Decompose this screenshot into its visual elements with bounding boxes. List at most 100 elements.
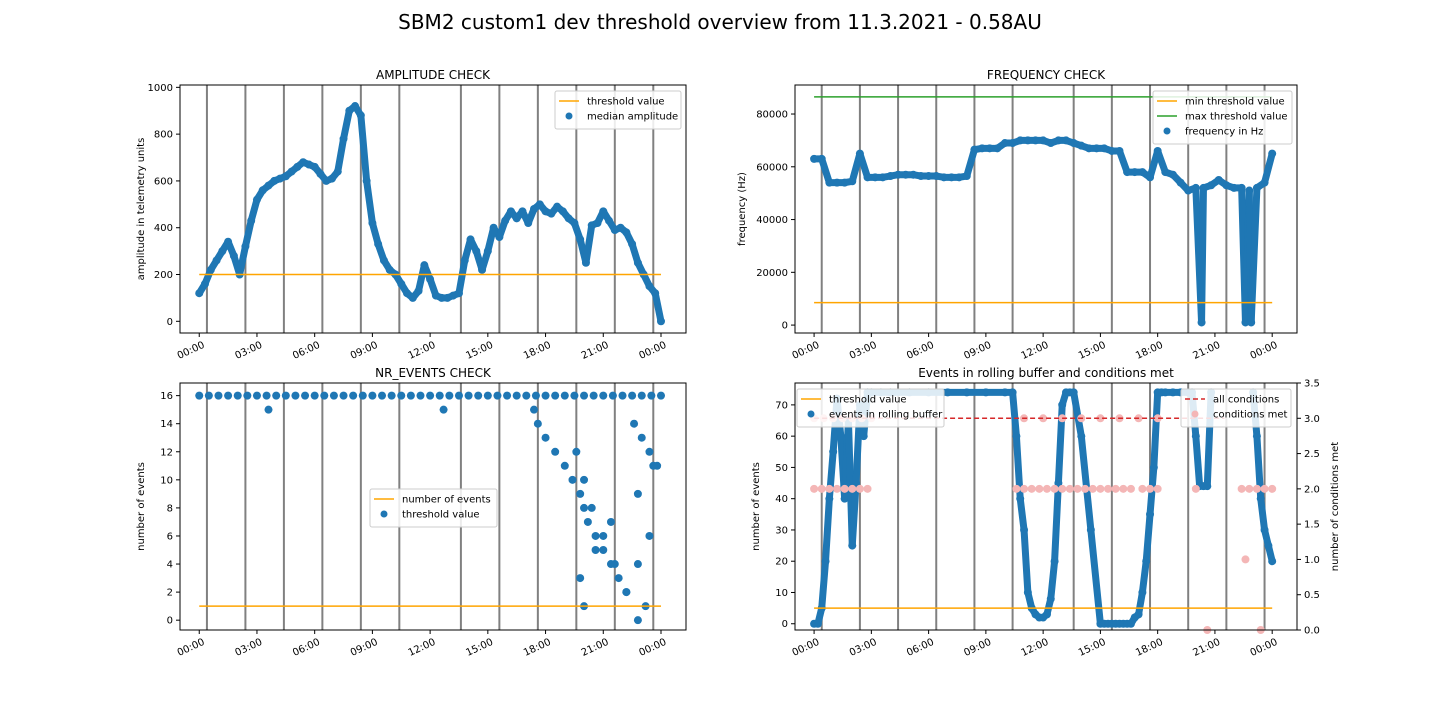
data-point bbox=[628, 391, 637, 400]
y-tick-label: 0 bbox=[167, 317, 173, 328]
data-point bbox=[291, 391, 300, 400]
chart-panel-4: Events in rolling buffer and conditions … bbox=[751, 366, 1341, 659]
conditions-point bbox=[1153, 414, 1162, 423]
data-point bbox=[224, 391, 233, 400]
y-tick-label: 0 bbox=[782, 321, 788, 332]
conditions-point bbox=[848, 484, 857, 493]
y-right-tick-label: 3.0 bbox=[1304, 414, 1320, 425]
y-axis-label: number of events bbox=[136, 462, 147, 551]
data-point bbox=[591, 531, 600, 540]
data-point bbox=[618, 391, 627, 400]
data-point bbox=[533, 419, 542, 428]
y-axis-label: frequency (Hz) bbox=[737, 172, 748, 246]
data-point bbox=[243, 391, 252, 400]
data-point bbox=[649, 461, 658, 470]
legend-label: max threshold value bbox=[1185, 112, 1288, 123]
chart-panel-2: FREQUENCY CHECK 0 20000 40000 60000 80000 freq… bbox=[737, 68, 1298, 362]
conditions-point bbox=[863, 484, 872, 493]
data-trace bbox=[1020, 526, 1032, 596]
data-point bbox=[426, 391, 435, 400]
y-right-tick-label: 1.0 bbox=[1304, 555, 1320, 566]
data-point bbox=[264, 405, 273, 414]
y-tick-label: 600 bbox=[154, 176, 173, 187]
y-tick-label: 40 bbox=[775, 494, 788, 505]
data-trace bbox=[241, 217, 255, 250]
legend-label: median amplitude bbox=[587, 112, 678, 123]
axes-frame bbox=[179, 382, 687, 631]
data-trace bbox=[340, 107, 353, 143]
data-point bbox=[587, 503, 596, 512]
data-trace bbox=[334, 135, 348, 176]
conditions-point bbox=[1111, 484, 1120, 493]
data-point bbox=[576, 574, 585, 583]
data-point bbox=[252, 391, 261, 400]
data-point bbox=[397, 391, 406, 400]
data-point bbox=[560, 391, 569, 400]
conditions-point bbox=[1096, 414, 1105, 423]
conditions-point bbox=[1035, 484, 1044, 493]
data-trace bbox=[582, 221, 596, 267]
data-trace bbox=[1115, 147, 1131, 176]
data-point bbox=[522, 391, 531, 400]
data-trace bbox=[363, 177, 376, 227]
conditions-point bbox=[1245, 484, 1254, 493]
data-point bbox=[214, 391, 223, 400]
data-point bbox=[378, 391, 387, 400]
data-trace bbox=[1192, 432, 1204, 490]
data-point bbox=[320, 391, 329, 400]
data-point bbox=[599, 531, 608, 540]
y-tick-label: 800 bbox=[154, 130, 173, 141]
data-point bbox=[329, 391, 338, 400]
legend-dot-swatch bbox=[1163, 127, 1171, 135]
data-point bbox=[551, 391, 560, 400]
data-trace bbox=[856, 150, 872, 181]
data-point bbox=[591, 546, 600, 555]
legend-label: threshold value bbox=[402, 510, 480, 521]
data-point bbox=[493, 391, 502, 400]
legend-label: all conditions bbox=[1213, 395, 1279, 406]
data-trace bbox=[818, 155, 833, 187]
data-point bbox=[633, 616, 642, 625]
conditions-point bbox=[840, 484, 849, 493]
y-tick-label: 4 bbox=[167, 560, 173, 571]
data-trace bbox=[368, 219, 382, 248]
conditions-point bbox=[1081, 484, 1090, 493]
legend-dot-swatch bbox=[1191, 410, 1199, 418]
data-point bbox=[583, 517, 592, 526]
y-tick-label: 0 bbox=[167, 616, 173, 627]
data-point bbox=[580, 503, 589, 512]
data-trace bbox=[1070, 388, 1085, 440]
data-trace bbox=[848, 479, 860, 550]
conditions-point bbox=[855, 484, 864, 493]
y-tick-label: 10 bbox=[775, 588, 788, 599]
data-trace bbox=[357, 111, 371, 185]
y-tick-label: 8 bbox=[167, 503, 173, 514]
axes-frame bbox=[794, 382, 1298, 631]
data-point bbox=[576, 489, 585, 498]
legend-label: threshold value bbox=[829, 395, 907, 406]
y-tick-label: 40000 bbox=[756, 215, 788, 226]
y-tick-label: 80000 bbox=[756, 110, 788, 121]
data-point bbox=[580, 475, 589, 484]
data-point bbox=[645, 447, 654, 456]
data-trace bbox=[818, 557, 830, 612]
y-tick-label: 2 bbox=[167, 588, 173, 599]
conditions-point bbox=[1241, 555, 1250, 564]
y-axis-label: amplitude in telemetry units bbox=[136, 138, 147, 281]
data-point bbox=[614, 574, 623, 583]
data-point bbox=[568, 475, 577, 484]
conditions-point bbox=[1268, 484, 1277, 493]
conditions-point bbox=[1065, 484, 1074, 493]
y-tick-label: 60 bbox=[775, 432, 788, 443]
data-point bbox=[610, 560, 619, 569]
legend-label: conditions met bbox=[1213, 410, 1288, 421]
legend-label: min threshold value bbox=[1185, 97, 1285, 108]
y-right-tick-label: 1.5 bbox=[1304, 520, 1320, 531]
data-point bbox=[589, 391, 598, 400]
data-point bbox=[606, 517, 615, 526]
data-trace bbox=[1154, 147, 1169, 176]
conditions-point bbox=[832, 484, 841, 493]
data-trace bbox=[1135, 588, 1146, 618]
legend-label: events in rolling buffer bbox=[829, 410, 943, 421]
data-trace bbox=[1077, 432, 1095, 534]
